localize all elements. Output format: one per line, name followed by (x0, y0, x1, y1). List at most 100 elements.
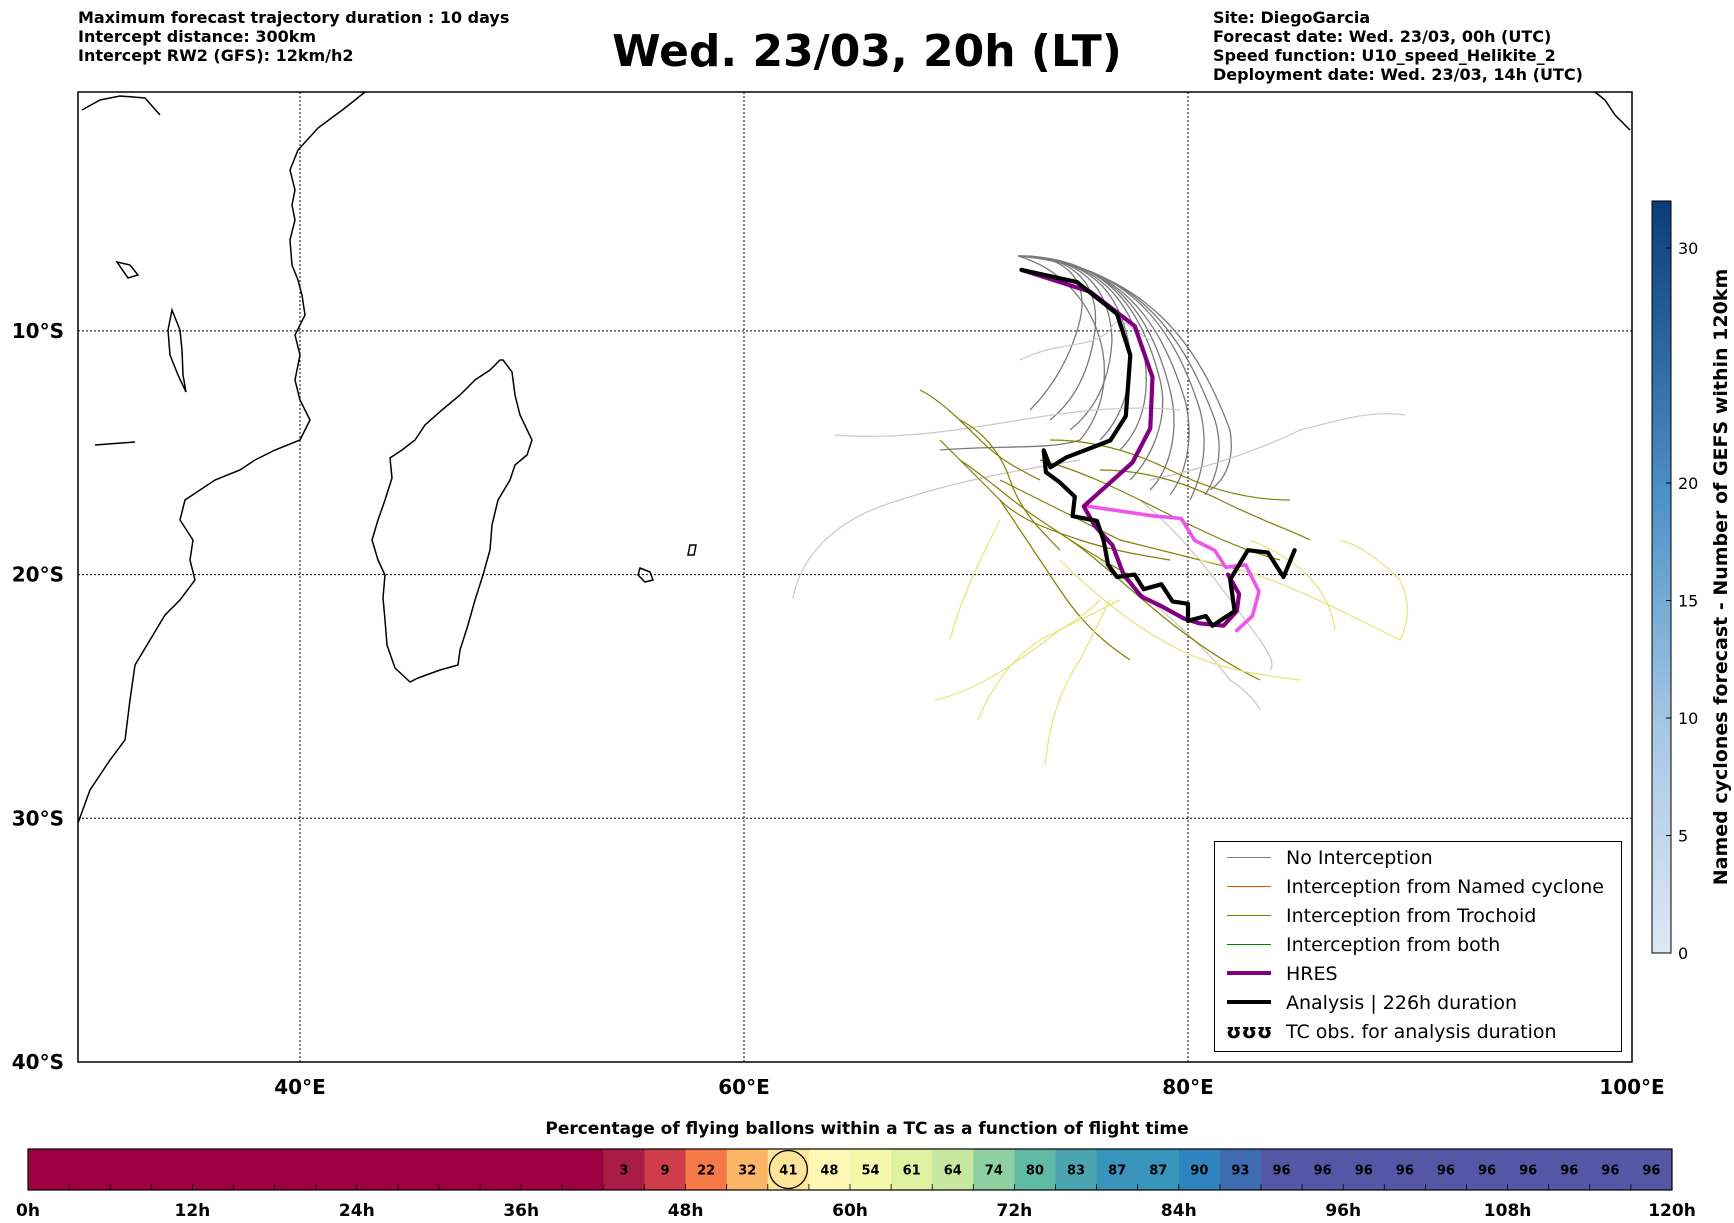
trochoid-interception-tracks (919, 389, 1311, 681)
flight-time-cell-value: 54 (862, 1164, 880, 1179)
flight-time-cell-value: 9 (661, 1164, 670, 1179)
legend-item: Interception from Named cyclone (1223, 873, 1618, 902)
flight-time-cell-value: 22 (697, 1164, 715, 1179)
flight-time-cell (1219, 1149, 1262, 1190)
island-outline (94, 441, 136, 446)
flight-time-cell (1261, 1149, 1303, 1190)
flight-time-cell (1178, 1149, 1221, 1190)
flight-time-labels: 0h 12h 24h 36h 48h 60h 72h 84h 96h 108h 120h (16, 1201, 1696, 1221)
africa-coastline (78, 92, 366, 824)
flight-time-cell-value: 96 (1601, 1164, 1619, 1179)
lon-tick-label: 80°E (1162, 1075, 1214, 1099)
legend-label: Analysis | 226h duration (1286, 992, 1518, 1014)
flight-time-cell-value: 96 (1560, 1164, 1578, 1179)
legend-line (1227, 1000, 1271, 1004)
colorbar-gradient (1651, 200, 1672, 954)
flight-time-cell-value: 48 (820, 1164, 838, 1179)
flight-time-label: 12h (175, 1201, 211, 1221)
flight-time-cell-value: 93 (1231, 1164, 1249, 1179)
header-left-line-2: Intercept distance: 300km (78, 27, 317, 46)
page-title: Wed. 23/03, 20h (LT) (612, 26, 1122, 77)
flight-time-cell-value: 96 (1273, 1164, 1291, 1179)
flight-time-label: 36h (503, 1201, 539, 1221)
flight-time-cell-value: 96 (1396, 1164, 1414, 1179)
flight-time-label: 72h (997, 1201, 1033, 1221)
header-right-line-1: Site: DiegoGarcia (1213, 8, 1371, 27)
flight-time-cell (685, 1149, 728, 1190)
flight-time-cell-value: 61 (903, 1164, 921, 1179)
flight-time-cell (891, 1149, 933, 1190)
flight-time-cell-value: 96 (1519, 1164, 1537, 1179)
legend-item: HRES (1223, 960, 1618, 989)
flight-time-label: 108h (1484, 1201, 1532, 1221)
legend-line (1227, 857, 1271, 858)
flight-time-cell-value: 83 (1067, 1164, 1085, 1179)
legend-label: Interception from Trochoid (1286, 905, 1537, 927)
header-right-line-2: Forecast date: Wed. 23/03, 00h (UTC) (1213, 27, 1552, 46)
flight-time-cell (973, 1149, 1015, 1190)
flight-time-label: 120h (1648, 1201, 1696, 1221)
flight-time-cell-value: 80 (1026, 1164, 1044, 1179)
flight-time-cell-value: 87 (1149, 1164, 1167, 1179)
flight-time-cell (644, 1149, 687, 1190)
coastlines (78, 92, 1631, 824)
comoros-outline (167, 307, 187, 393)
legend-item: Analysis | 226h duration (1223, 989, 1618, 1018)
colorbar-tick-label: 15 (1678, 592, 1698, 611)
flight-time-cell (1548, 1149, 1591, 1190)
current-time-marker (768, 1149, 808, 1190)
flight-time-cell (1466, 1149, 1509, 1190)
lon-tick-label: 100°E (1599, 1075, 1664, 1099)
colorbar: 0 5 10 15 20 30 Named cyclones forecast - Num… (1651, 200, 1732, 963)
map-frame (77, 91, 1633, 1063)
header-right-line-3: Speed function: U10_speed_Helikite_2 (1213, 46, 1556, 65)
lon-tick-label: 60°E (718, 1075, 770, 1099)
lon-tick-label: 40°E (274, 1075, 326, 1099)
flight-time-cell (28, 1149, 604, 1190)
hres-light-track (1086, 504, 1261, 633)
lat-tick-label: 40°S (12, 1050, 64, 1074)
header-right: Site: DiegoGarcia Forecast date: Wed. 23… (1213, 8, 1583, 84)
colorbar-tick-label: 30 (1678, 239, 1698, 258)
no-interception-light-tracks (792, 320, 1406, 711)
legend-line (1227, 944, 1271, 945)
legend: No Interception Interception from Named … (1214, 841, 1622, 1052)
flight-time-cell (850, 1149, 892, 1190)
colorbar-label: Named cyclones forecast - Number of GEFS… (1710, 269, 1732, 886)
flight-time-cell-value: 96 (1642, 1164, 1660, 1179)
island-outline (637, 566, 654, 583)
island-outline (687, 544, 697, 556)
flight-time-cell-value: 64 (944, 1164, 962, 1179)
legend-line (1227, 971, 1271, 975)
legend-item: Interception from both (1223, 931, 1618, 960)
flight-time-label: 0h (16, 1201, 40, 1221)
colorbar-tick-label: 5 (1678, 827, 1688, 846)
island-outline (81, 95, 161, 116)
legend-line (1227, 915, 1271, 916)
flight-time-cell (1630, 1149, 1673, 1190)
colorbar-ticks: 0 5 10 15 20 30 (1666, 239, 1698, 963)
header-left-line-1: Maximum forecast trajectory duration : 1… (78, 8, 510, 27)
flight-time-cell-value: 90 (1190, 1164, 1208, 1179)
flight-time-cell-value: 96 (1314, 1164, 1332, 1179)
legend-item: ʊʊʊ TC obs. for analysis duration (1223, 1018, 1618, 1047)
flight-time-cell (1014, 1149, 1056, 1190)
flight-time-cell (932, 1149, 974, 1190)
no-interception-tracks (939, 255, 1232, 501)
flight-time-cell (726, 1149, 769, 1190)
flight-time-label: 24h (339, 1201, 375, 1221)
flight-time-bar: 3 9 22 32 41 48 54 61 64 74 80 83 87 87 90 93 96 96 96 96 96… (27, 1148, 1673, 1191)
flight-time-cell (1425, 1149, 1467, 1190)
header-left-line-3: Intercept RW2 (GFS): 12km/h2 (78, 46, 354, 65)
flight-time-cell-value: 3 (619, 1164, 628, 1179)
flight-time-bar-frame (27, 1148, 1673, 1191)
flight-time-cell (1302, 1149, 1344, 1190)
flight-time-cell-value: 96 (1355, 1164, 1373, 1179)
legend-label: Interception from both (1286, 934, 1501, 956)
legend-item: No Interception (1223, 844, 1618, 873)
lat-tick-label: 10°S (12, 319, 64, 343)
flight-time-cell-value: 41 (779, 1164, 797, 1179)
colorbar-tick-label: 10 (1678, 709, 1698, 728)
ensemble-trajectories (792, 255, 1409, 766)
